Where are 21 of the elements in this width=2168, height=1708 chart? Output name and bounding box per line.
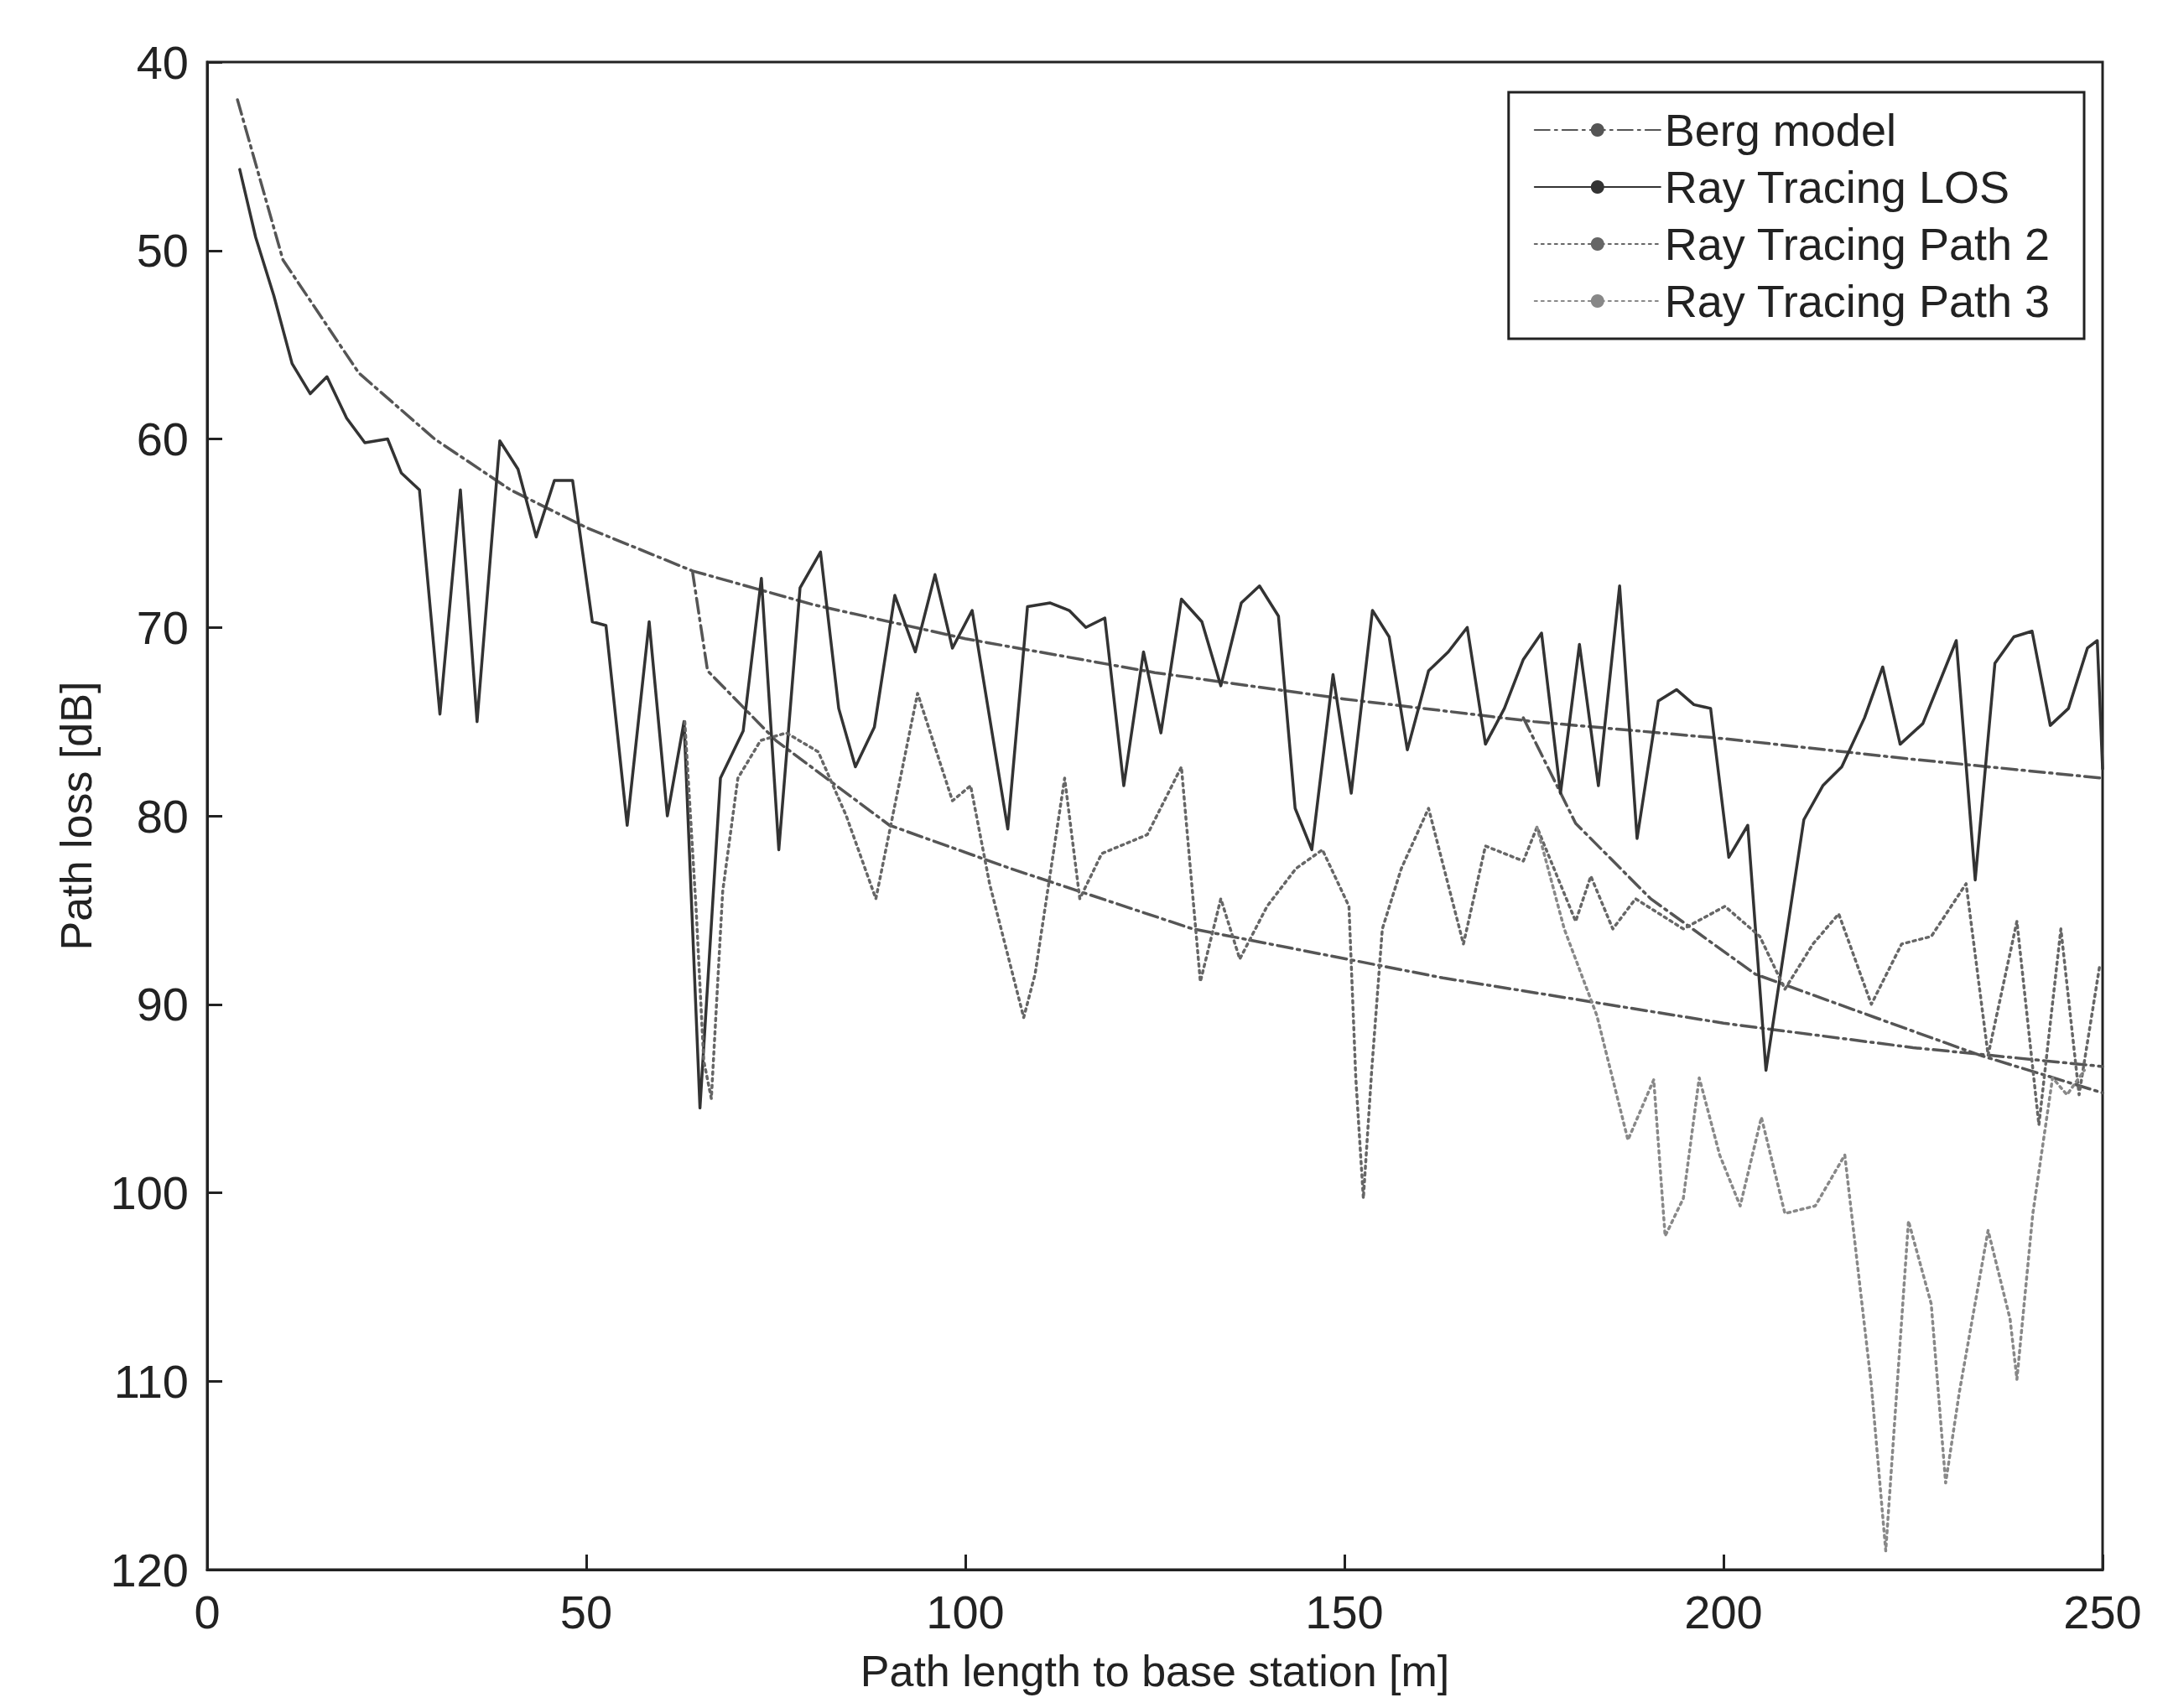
x-tick-label: 200 bbox=[1684, 1585, 1763, 1638]
y-tick-label: 80 bbox=[136, 789, 189, 843]
y-tick-label: 60 bbox=[136, 413, 189, 465]
y-tick-label: 120 bbox=[110, 1543, 189, 1596]
y-tick-label: 100 bbox=[110, 1166, 189, 1219]
y-tick-label: 70 bbox=[136, 600, 189, 654]
legend-label: Berg model bbox=[1664, 105, 1896, 155]
x-tick-label: 50 bbox=[559, 1585, 613, 1638]
y-axis-title: Path loss [dB] bbox=[52, 681, 101, 951]
x-tick-label: 150 bbox=[1305, 1585, 1384, 1638]
y-tick-label: 50 bbox=[136, 224, 189, 278]
x-tick-label: 250 bbox=[2063, 1585, 2142, 1638]
y-tick-label: 90 bbox=[136, 978, 189, 1031]
x-tick-label: 0 bbox=[194, 1585, 221, 1638]
x-axis-title: Path length to base station [m] bbox=[860, 1647, 1450, 1695]
legend-label: Ray Tracing LOS bbox=[1664, 162, 2009, 212]
x-tick-label: 100 bbox=[926, 1585, 1005, 1638]
y-tick-label: 40 bbox=[136, 35, 189, 89]
legend-label: Ray Tracing Path 3 bbox=[1664, 276, 2051, 326]
y-tick-label: 110 bbox=[113, 1354, 189, 1408]
legend-label: Ray Tracing Path 2 bbox=[1664, 219, 2051, 269]
